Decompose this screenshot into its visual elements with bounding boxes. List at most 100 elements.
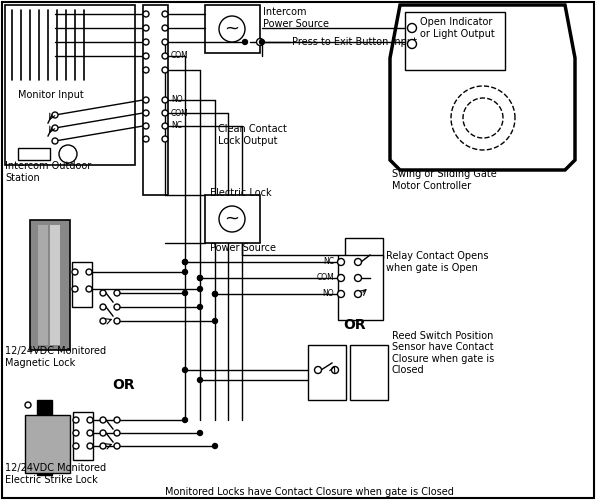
Text: Swing or Sliding Gate
Motor Controller: Swing or Sliding Gate Motor Controller: [392, 169, 496, 191]
Circle shape: [52, 125, 58, 131]
Bar: [30, 220, 70, 350]
Bar: [205, 5, 260, 53]
Text: COM: COM: [171, 108, 189, 118]
Circle shape: [197, 286, 203, 292]
Text: Power Source: Power Source: [263, 19, 329, 29]
Bar: [38, 225, 48, 345]
Circle shape: [100, 290, 106, 296]
Circle shape: [143, 123, 149, 129]
Bar: [72, 262, 92, 307]
Circle shape: [25, 402, 31, 408]
Text: Press to Exit Button Input: Press to Exit Button Input: [292, 37, 417, 47]
Text: 12/24VDC Monitored
Electric Strike Lock: 12/24VDC Monitored Electric Strike Lock: [5, 463, 106, 485]
Circle shape: [143, 67, 149, 73]
Circle shape: [162, 25, 168, 31]
Circle shape: [73, 430, 79, 436]
Circle shape: [87, 417, 93, 423]
Circle shape: [213, 292, 218, 296]
Circle shape: [162, 97, 168, 103]
Circle shape: [182, 260, 188, 264]
Circle shape: [408, 24, 417, 32]
Circle shape: [52, 138, 58, 144]
Text: NO: NO: [171, 96, 182, 104]
Circle shape: [182, 260, 188, 264]
Circle shape: [197, 276, 203, 280]
Text: NC: NC: [323, 258, 334, 266]
Text: NC: NC: [171, 122, 182, 130]
Circle shape: [355, 290, 362, 298]
Text: Power Source: Power Source: [210, 243, 276, 253]
Circle shape: [197, 430, 203, 436]
Circle shape: [87, 443, 93, 449]
Circle shape: [100, 304, 106, 310]
Circle shape: [72, 286, 78, 292]
Circle shape: [331, 366, 339, 374]
Bar: [205, 195, 260, 243]
Circle shape: [143, 11, 149, 17]
Circle shape: [100, 318, 106, 324]
Circle shape: [259, 40, 265, 44]
Text: Monitor Input: Monitor Input: [18, 90, 84, 100]
Circle shape: [182, 290, 188, 296]
Text: ~: ~: [225, 210, 240, 228]
Circle shape: [143, 39, 149, 45]
Bar: [25, 415, 70, 473]
Circle shape: [182, 368, 188, 372]
Bar: [338, 255, 383, 320]
Circle shape: [162, 11, 168, 17]
Circle shape: [143, 110, 149, 116]
Circle shape: [100, 443, 106, 449]
Circle shape: [355, 274, 362, 281]
Text: OR: OR: [344, 318, 367, 332]
Circle shape: [59, 145, 77, 163]
Text: COM: COM: [171, 52, 189, 60]
Circle shape: [219, 206, 245, 232]
Circle shape: [182, 270, 188, 274]
Circle shape: [213, 292, 218, 296]
Text: ~: ~: [225, 20, 240, 38]
Text: Relay Contact Opens
when gate is Open: Relay Contact Opens when gate is Open: [386, 251, 489, 273]
Circle shape: [197, 304, 203, 310]
Text: 12/24VDC Monitored
Magnetic Lock: 12/24VDC Monitored Magnetic Lock: [5, 346, 106, 368]
Circle shape: [143, 53, 149, 59]
Circle shape: [337, 258, 344, 266]
Text: NO: NO: [322, 290, 334, 298]
Circle shape: [114, 304, 120, 310]
Bar: [37, 400, 52, 475]
Circle shape: [408, 40, 417, 48]
Circle shape: [87, 430, 93, 436]
Circle shape: [143, 136, 149, 142]
Circle shape: [213, 318, 218, 324]
Circle shape: [73, 417, 79, 423]
Text: Intercom: Intercom: [263, 7, 306, 17]
Bar: [143, 5, 168, 195]
Text: Monitored Locks have Contact Closure when gate is Closed: Monitored Locks have Contact Closure whe…: [165, 487, 454, 497]
Bar: [5, 5, 135, 165]
Circle shape: [213, 444, 218, 448]
Circle shape: [114, 430, 120, 436]
Bar: [73, 412, 93, 460]
Text: Clean Contact
Lock Output: Clean Contact Lock Output: [218, 124, 287, 146]
Circle shape: [114, 443, 120, 449]
Circle shape: [162, 136, 168, 142]
Bar: [350, 345, 388, 400]
Bar: [345, 238, 383, 258]
Circle shape: [162, 67, 168, 73]
Circle shape: [337, 290, 344, 298]
Text: COM: COM: [316, 274, 334, 282]
Bar: [405, 12, 505, 70]
Circle shape: [162, 123, 168, 129]
Circle shape: [100, 430, 106, 436]
Circle shape: [52, 112, 58, 118]
Text: Reed Switch Position
Sensor have Contact
Closure when gate is
Closed: Reed Switch Position Sensor have Contact…: [392, 330, 494, 376]
Polygon shape: [390, 5, 575, 170]
Circle shape: [114, 318, 120, 324]
Circle shape: [72, 269, 78, 275]
Circle shape: [73, 443, 79, 449]
Circle shape: [182, 418, 188, 422]
Circle shape: [337, 274, 344, 281]
Circle shape: [243, 40, 247, 44]
Bar: [50, 225, 60, 345]
Text: Open Indicator
or Light Output: Open Indicator or Light Output: [420, 17, 495, 39]
Bar: [18, 148, 50, 160]
